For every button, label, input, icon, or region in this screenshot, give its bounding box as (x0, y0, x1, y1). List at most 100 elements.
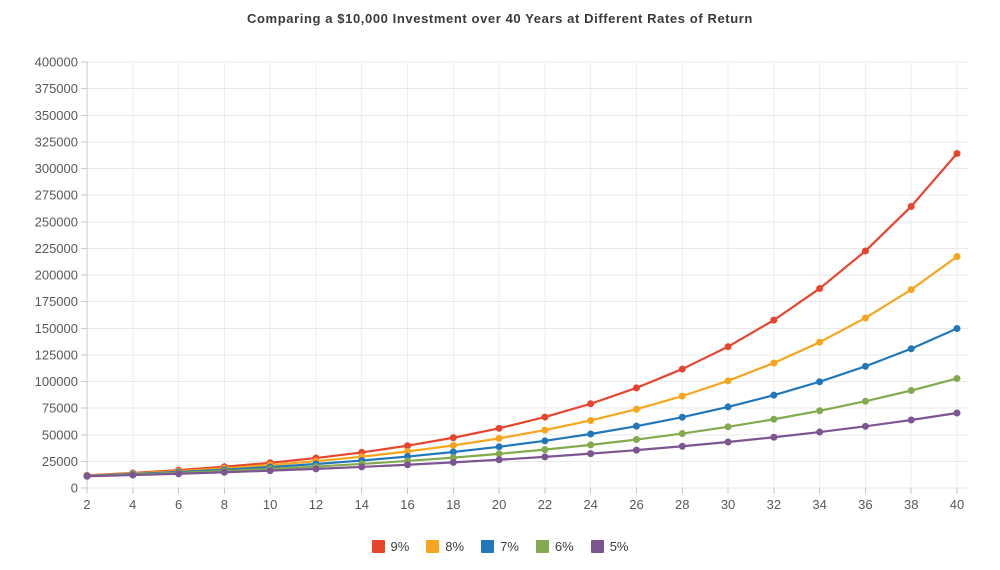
data-point-5%-year-38[interactable] (907, 416, 915, 424)
data-point-7%-year-22[interactable] (541, 437, 549, 445)
data-point-8%-year-36[interactable] (861, 314, 869, 322)
data-point-5%-year-24[interactable] (587, 450, 595, 458)
data-point-5%-year-20[interactable] (495, 456, 503, 464)
data-point-6%-year-24[interactable] (587, 441, 595, 449)
data-point-9%-year-32[interactable] (770, 316, 778, 324)
data-point-9%-year-18[interactable] (449, 434, 457, 442)
x-tick-label: 18 (446, 497, 460, 512)
data-point-9%-year-26[interactable] (632, 384, 640, 392)
x-tick-label: 40 (950, 497, 964, 512)
data-point-9%-year-16[interactable] (404, 442, 412, 450)
x-tick-label: 38 (904, 497, 918, 512)
data-point-6%-year-28[interactable] (678, 430, 686, 438)
data-point-8%-year-32[interactable] (770, 359, 778, 367)
data-point-5%-year-10[interactable] (266, 467, 274, 475)
data-point-9%-year-38[interactable] (907, 202, 915, 210)
data-point-7%-year-18[interactable] (449, 448, 457, 456)
x-tick-label: 6 (175, 497, 182, 512)
data-point-5%-year-14[interactable] (358, 463, 366, 471)
data-point-9%-year-30[interactable] (724, 343, 732, 351)
data-point-8%-year-26[interactable] (632, 405, 640, 413)
data-point-5%-year-34[interactable] (816, 428, 824, 436)
data-point-7%-year-26[interactable] (632, 422, 640, 430)
data-point-6%-year-34[interactable] (816, 407, 824, 415)
legend-item-5%[interactable]: 5% (590, 539, 628, 554)
legend-label: 6% (554, 539, 574, 554)
data-point-6%-year-22[interactable] (541, 446, 549, 454)
data-point-5%-year-22[interactable] (541, 453, 549, 461)
chart-title: Comparing a $10,000 Investment over 40 Y… (247, 11, 753, 26)
data-point-7%-year-28[interactable] (678, 413, 686, 421)
data-point-9%-year-28[interactable] (678, 365, 686, 373)
data-point-5%-year-30[interactable] (724, 438, 732, 446)
data-point-5%-year-2[interactable] (83, 472, 91, 480)
data-point-7%-year-40[interactable] (953, 325, 961, 333)
legend: 9% 8% 7% 6% 5% (0, 539, 1000, 554)
data-point-9%-year-36[interactable] (861, 247, 869, 255)
data-point-9%-year-40[interactable] (953, 149, 961, 157)
data-point-5%-year-32[interactable] (770, 433, 778, 441)
data-point-5%-year-18[interactable] (449, 458, 457, 466)
data-point-9%-year-22[interactable] (541, 413, 549, 421)
data-point-9%-year-24[interactable] (587, 400, 595, 408)
data-point-6%-year-32[interactable] (770, 415, 778, 423)
data-point-9%-year-34[interactable] (816, 285, 824, 293)
data-point-8%-year-34[interactable] (816, 338, 824, 346)
data-point-8%-year-38[interactable] (907, 286, 915, 294)
y-tick-label: 325000 (35, 134, 78, 149)
series-line-6% (85, 377, 959, 478)
data-point-6%-year-26[interactable] (632, 436, 640, 444)
data-point-8%-year-30[interactable] (724, 377, 732, 385)
y-tick-label: 300000 (35, 161, 78, 176)
legend-item-6%[interactable]: 6% (535, 539, 574, 554)
data-point-8%-year-40[interactable] (953, 253, 961, 261)
x-tick-label: 30 (721, 497, 735, 512)
data-point-5%-year-26[interactable] (632, 446, 640, 454)
data-point-8%-year-22[interactable] (541, 426, 549, 434)
data-point-7%-year-36[interactable] (861, 362, 869, 370)
x-tick-label: 14 (355, 497, 369, 512)
x-tick-label: 12 (309, 497, 323, 512)
data-point-6%-year-38[interactable] (907, 387, 915, 395)
data-point-7%-year-30[interactable] (724, 403, 732, 411)
legend-item-9%[interactable]: 9% (371, 539, 409, 554)
data-point-6%-year-20[interactable] (495, 450, 503, 458)
data-point-6%-year-36[interactable] (861, 397, 869, 405)
data-point-5%-year-12[interactable] (312, 465, 320, 473)
data-point-5%-year-8[interactable] (220, 468, 228, 476)
y-tick-label: 125000 (35, 347, 78, 362)
data-point-8%-year-18[interactable] (449, 441, 457, 449)
data-point-6%-year-30[interactable] (724, 423, 732, 431)
data-point-7%-year-20[interactable] (495, 443, 503, 451)
data-point-5%-year-4[interactable] (129, 471, 137, 479)
data-point-8%-year-20[interactable] (495, 434, 503, 442)
data-point-5%-year-40[interactable] (953, 409, 961, 417)
legend-swatch-icon (371, 540, 385, 553)
data-point-6%-year-40[interactable] (953, 374, 961, 382)
data-point-5%-year-28[interactable] (678, 442, 686, 450)
y-tick-label: 150000 (35, 321, 78, 336)
data-point-8%-year-16[interactable] (404, 448, 412, 456)
data-point-8%-year-24[interactable] (587, 416, 595, 424)
data-point-5%-year-16[interactable] (404, 461, 412, 469)
legend-item-8%[interactable]: 8% (426, 539, 464, 554)
series-line-9% (85, 152, 959, 477)
data-point-9%-year-20[interactable] (495, 424, 503, 432)
data-point-5%-year-6[interactable] (175, 470, 183, 478)
x-tick-label: 36 (858, 497, 872, 512)
legend-item-7%[interactable]: 7% (481, 539, 519, 554)
data-point-7%-year-32[interactable] (770, 391, 778, 399)
x-tick-label: 28 (675, 497, 689, 512)
x-tick-label: 32 (767, 497, 781, 512)
data-point-7%-year-24[interactable] (587, 430, 595, 438)
y-tick-label: 350000 (35, 108, 78, 123)
data-point-7%-year-34[interactable] (816, 378, 824, 386)
legend-swatch-icon (590, 540, 604, 553)
y-tick-label: 225000 (35, 241, 78, 256)
x-tick-label: 4 (129, 497, 136, 512)
x-tick-label: 22 (538, 497, 552, 512)
data-point-7%-year-38[interactable] (907, 345, 915, 353)
data-point-5%-year-36[interactable] (861, 422, 869, 430)
data-point-8%-year-28[interactable] (678, 392, 686, 400)
